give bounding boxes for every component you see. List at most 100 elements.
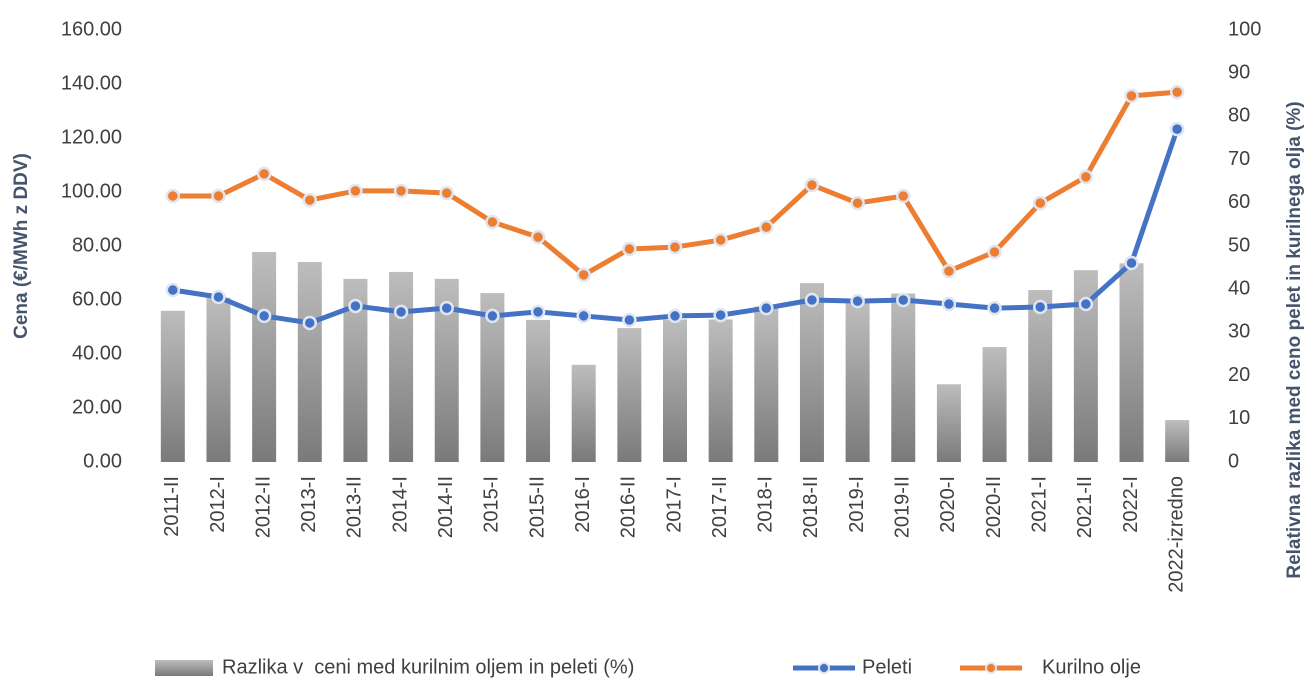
- y2-tick-label: 10: [1228, 407, 1250, 429]
- bar: [526, 319, 551, 462]
- y2-tick-label: 60: [1228, 191, 1250, 213]
- marker: [941, 296, 957, 312]
- marker: [713, 232, 728, 248]
- marker: [759, 300, 774, 316]
- x-tick-label: 2018-I: [755, 476, 777, 533]
- bar: [799, 283, 824, 462]
- marker: [393, 304, 409, 320]
- y-tick-label: 0.00: [83, 450, 122, 472]
- x-tick-label: 2020-I: [937, 476, 959, 533]
- x-tick-label: 2021-I: [1028, 476, 1050, 533]
- marker: [348, 183, 363, 199]
- bar: [891, 293, 916, 462]
- legend-label: Razlika v ceni med kurilnim oljem in pel…: [222, 656, 634, 678]
- y-tick-label: 80.00: [72, 234, 122, 256]
- legend-label: Peleti: [862, 656, 912, 678]
- x-tick-label: 2015-I: [481, 476, 503, 533]
- x-tick-label: 2020-II: [983, 476, 1005, 538]
- marker: [759, 219, 774, 235]
- bar: [571, 364, 596, 462]
- y-tick-label: 40.00: [72, 342, 122, 364]
- bar: [160, 310, 185, 462]
- marker: [987, 300, 1002, 316]
- marker: [576, 308, 591, 324]
- marker: [302, 192, 318, 208]
- y2-axis-title: Relativna razlika med ceno pelet in kuri…: [1284, 101, 1305, 578]
- y-tick-label: 20.00: [72, 396, 122, 418]
- marker: [896, 292, 911, 308]
- y-tick-label: 140.00: [61, 72, 122, 94]
- marker: [850, 293, 865, 309]
- legend-label: Kurilno olje: [1042, 656, 1141, 678]
- y2-tick-label: 30: [1228, 321, 1250, 343]
- x-tick-label: 2012-I: [207, 476, 229, 533]
- marker: [348, 298, 363, 314]
- bar: [617, 328, 642, 462]
- y2-tick-label: 40: [1228, 277, 1250, 299]
- marker: [530, 229, 546, 245]
- bar: [845, 302, 870, 462]
- x-tick-label: 2021-II: [1074, 476, 1096, 538]
- marker: [165, 188, 181, 204]
- x-tick-label: 2015-II: [526, 476, 548, 538]
- marker: [530, 304, 546, 320]
- marker: [1169, 84, 1185, 100]
- x-tick-label: 2014-I: [389, 476, 411, 533]
- y2-tick-label: 50: [1228, 234, 1250, 256]
- bar: [1028, 290, 1053, 462]
- marker: [1169, 121, 1185, 137]
- y-axis-title: Cena (€/MWh z DDV): [11, 153, 32, 339]
- bar: [754, 306, 779, 462]
- marker: [622, 241, 637, 257]
- marker: [1078, 296, 1094, 312]
- marker: [439, 300, 454, 316]
- bar: [389, 271, 414, 462]
- x-tick-label: 2016-II: [618, 476, 640, 538]
- y2-tick-label: 90: [1228, 61, 1250, 83]
- legend-marker: [818, 662, 830, 674]
- bar: [1119, 263, 1144, 462]
- marker: [667, 308, 683, 324]
- y2-tick-label: 70: [1228, 148, 1250, 170]
- x-tick-label: 2011-II: [161, 476, 183, 537]
- bar: [936, 384, 961, 462]
- marker: [485, 214, 500, 230]
- marker: [987, 244, 1002, 260]
- x-tick-label: 2017-I: [663, 476, 685, 533]
- marker: [211, 188, 226, 204]
- marker: [485, 308, 500, 324]
- marker: [393, 183, 409, 199]
- bar: [297, 261, 322, 462]
- y2-tick-label: 0: [1228, 450, 1239, 472]
- marker: [576, 267, 591, 283]
- marker: [439, 185, 454, 201]
- x-tick-label: 2022-izredno: [1165, 476, 1187, 593]
- x-tick-label: 2012-II: [252, 476, 274, 538]
- y-tick-label: 100.00: [61, 180, 122, 202]
- x-tick-label: 2013-I: [298, 476, 320, 533]
- bar: [252, 252, 277, 462]
- x-tick-label: 2022-I: [1120, 476, 1142, 533]
- y-tick-label: 160.00: [61, 18, 122, 40]
- bar: [663, 319, 687, 462]
- bar: [1165, 420, 1190, 462]
- x-tick-label: 2013-II: [344, 476, 366, 538]
- x-tick-label: 2019-II: [892, 476, 914, 538]
- marker: [1124, 88, 1139, 104]
- y-tick-label: 60.00: [72, 288, 122, 310]
- marker: [850, 195, 865, 211]
- marker: [256, 308, 272, 324]
- marker: [211, 289, 226, 305]
- legend-swatch: [155, 660, 213, 676]
- marker: [804, 292, 820, 308]
- marker: [622, 312, 637, 328]
- marker: [804, 177, 820, 193]
- marker: [1032, 299, 1048, 315]
- marker: [1032, 195, 1048, 211]
- marker: [896, 188, 911, 204]
- marker: [1124, 255, 1139, 271]
- y2-tick-label: 80: [1228, 105, 1250, 127]
- legend-marker: [985, 662, 997, 674]
